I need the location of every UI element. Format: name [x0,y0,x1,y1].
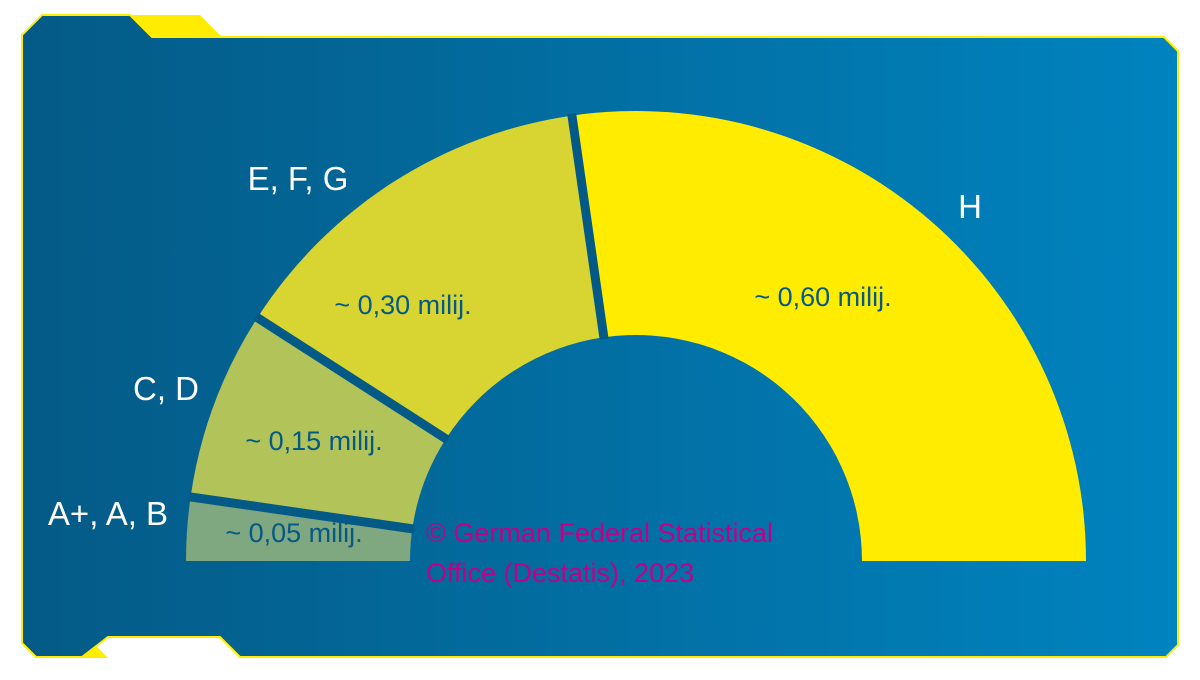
value-label-efg: ~ 0,30 milij. [334,290,471,320]
value-label-h: ~ 0,60 milij. [754,282,891,312]
value-label-cd: ~ 0,15 milij. [245,426,382,456]
value-label-ab: ~ 0,05 milij. [225,518,362,548]
segment-separator [187,492,415,534]
copyright-line-2: Office (Destatis), 2023 [426,558,694,588]
segment-cd [190,317,446,529]
segment-separator [253,312,450,444]
segment-efg [257,115,604,439]
chart-segments [186,111,1086,561]
segment-separator [567,112,609,340]
chart-labels: A+, A, B C, D E, F, G H ~ 0,05 milij. ~ … [48,160,982,588]
segment-h [571,111,1086,561]
segment-ab [186,496,413,561]
category-label-h: H [958,188,982,225]
frame-accent-top [130,15,222,37]
copyright-line-1: © German Federal Statistical [426,518,773,548]
category-label-efg: E, F, G [248,160,349,197]
category-label-ab: A+, A, B [48,495,168,532]
category-label-cd: C, D [133,370,199,407]
